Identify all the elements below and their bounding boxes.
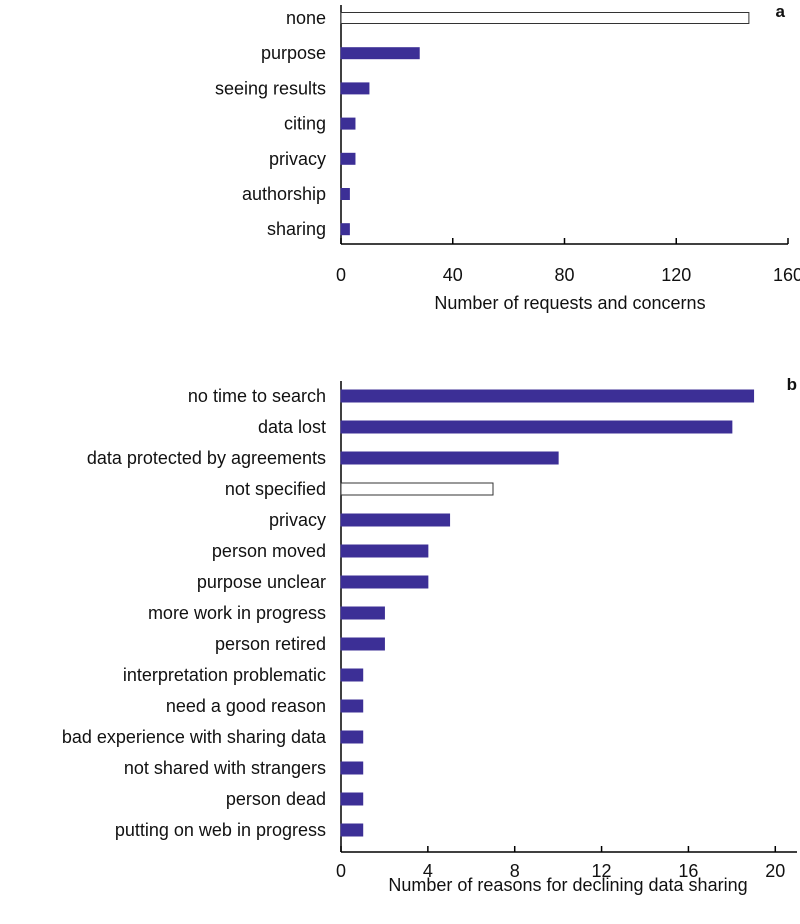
x-tick-label-a: 0	[336, 265, 346, 285]
x-tick-label-a: 160	[773, 265, 800, 285]
bar-b	[340, 420, 733, 434]
category-label-b: not shared with strangers	[124, 758, 326, 778]
category-label-a: purpose	[261, 43, 326, 63]
bar-b	[340, 482, 494, 496]
bar-a	[340, 82, 370, 95]
category-label-b: person retired	[215, 634, 326, 654]
category-label-a: none	[286, 8, 326, 28]
x-tick-label-b: 20	[765, 861, 785, 881]
category-label-b: person moved	[212, 541, 326, 561]
category-label-b: not specified	[225, 479, 326, 499]
bar-b	[340, 389, 755, 403]
category-label-b: data protected by agreements	[87, 448, 326, 468]
x-tick-label-b: 16	[678, 861, 698, 881]
x-axis-title-b: Number of reasons for declining data sha…	[388, 875, 747, 895]
chart-panel-a: a Number of requests and concerns 0 40 80 1…	[215, 2, 800, 313]
bar-b	[340, 730, 364, 744]
category-label-b: no time to search	[188, 386, 326, 406]
bar-b	[340, 544, 429, 558]
x-tick-label-b: 12	[592, 861, 612, 881]
category-label-a: authorship	[242, 184, 326, 204]
bar-a	[340, 117, 356, 130]
category-label-b: privacy	[269, 510, 326, 530]
bar-a	[340, 152, 356, 165]
category-label-b: putting on web in progress	[115, 820, 326, 840]
category-label-b: more work in progress	[148, 603, 326, 623]
panel-label-a: a	[776, 2, 786, 21]
category-label-b: need a good reason	[166, 696, 326, 716]
bar-b	[340, 668, 364, 682]
category-label-a: seeing results	[215, 78, 326, 98]
x-axis-title-a: Number of requests and concerns	[434, 293, 705, 313]
category-label-a: sharing	[267, 219, 326, 239]
category-label-b: person dead	[226, 789, 326, 809]
category-label-a: privacy	[269, 149, 326, 169]
x-tick-label-a: 120	[661, 265, 691, 285]
bar-b	[340, 451, 559, 465]
x-tick-label-b: 0	[336, 861, 346, 881]
bar-b	[340, 606, 385, 620]
bar-b	[340, 699, 364, 713]
bar-b	[340, 575, 429, 589]
bar-b	[340, 637, 385, 651]
bar-b	[340, 823, 364, 837]
category-label-b: bad experience with sharing data	[62, 727, 327, 747]
bar-b	[340, 792, 364, 806]
category-label-b: data lost	[258, 417, 326, 437]
panel-label-b: b	[787, 375, 797, 394]
chart-panel-b: b Number of reasons for declining data s…	[62, 375, 797, 895]
bar-a	[340, 223, 350, 236]
category-label-b: interpretation problematic	[123, 665, 326, 685]
bar-a	[340, 12, 750, 24]
x-tick-label-b: 8	[510, 861, 520, 881]
category-label-a: citing	[284, 114, 326, 134]
x-tick-label-a: 80	[554, 265, 574, 285]
x-tick-label-b: 4	[423, 861, 433, 881]
bar-a	[340, 47, 420, 60]
bar-a	[340, 188, 350, 200]
x-tick-label-a: 40	[443, 265, 463, 285]
bar-b	[340, 761, 364, 775]
category-label-b: purpose unclear	[197, 572, 326, 592]
bar-b	[340, 513, 451, 527]
